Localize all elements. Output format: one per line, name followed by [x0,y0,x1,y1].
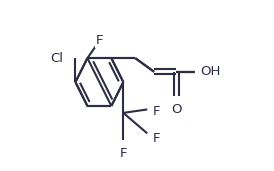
Text: OH: OH [200,65,221,78]
Text: F: F [119,147,127,160]
Text: F: F [96,34,103,47]
Text: F: F [152,132,160,145]
Text: Cl: Cl [50,52,64,65]
Text: F: F [152,105,160,118]
Text: O: O [171,103,182,116]
